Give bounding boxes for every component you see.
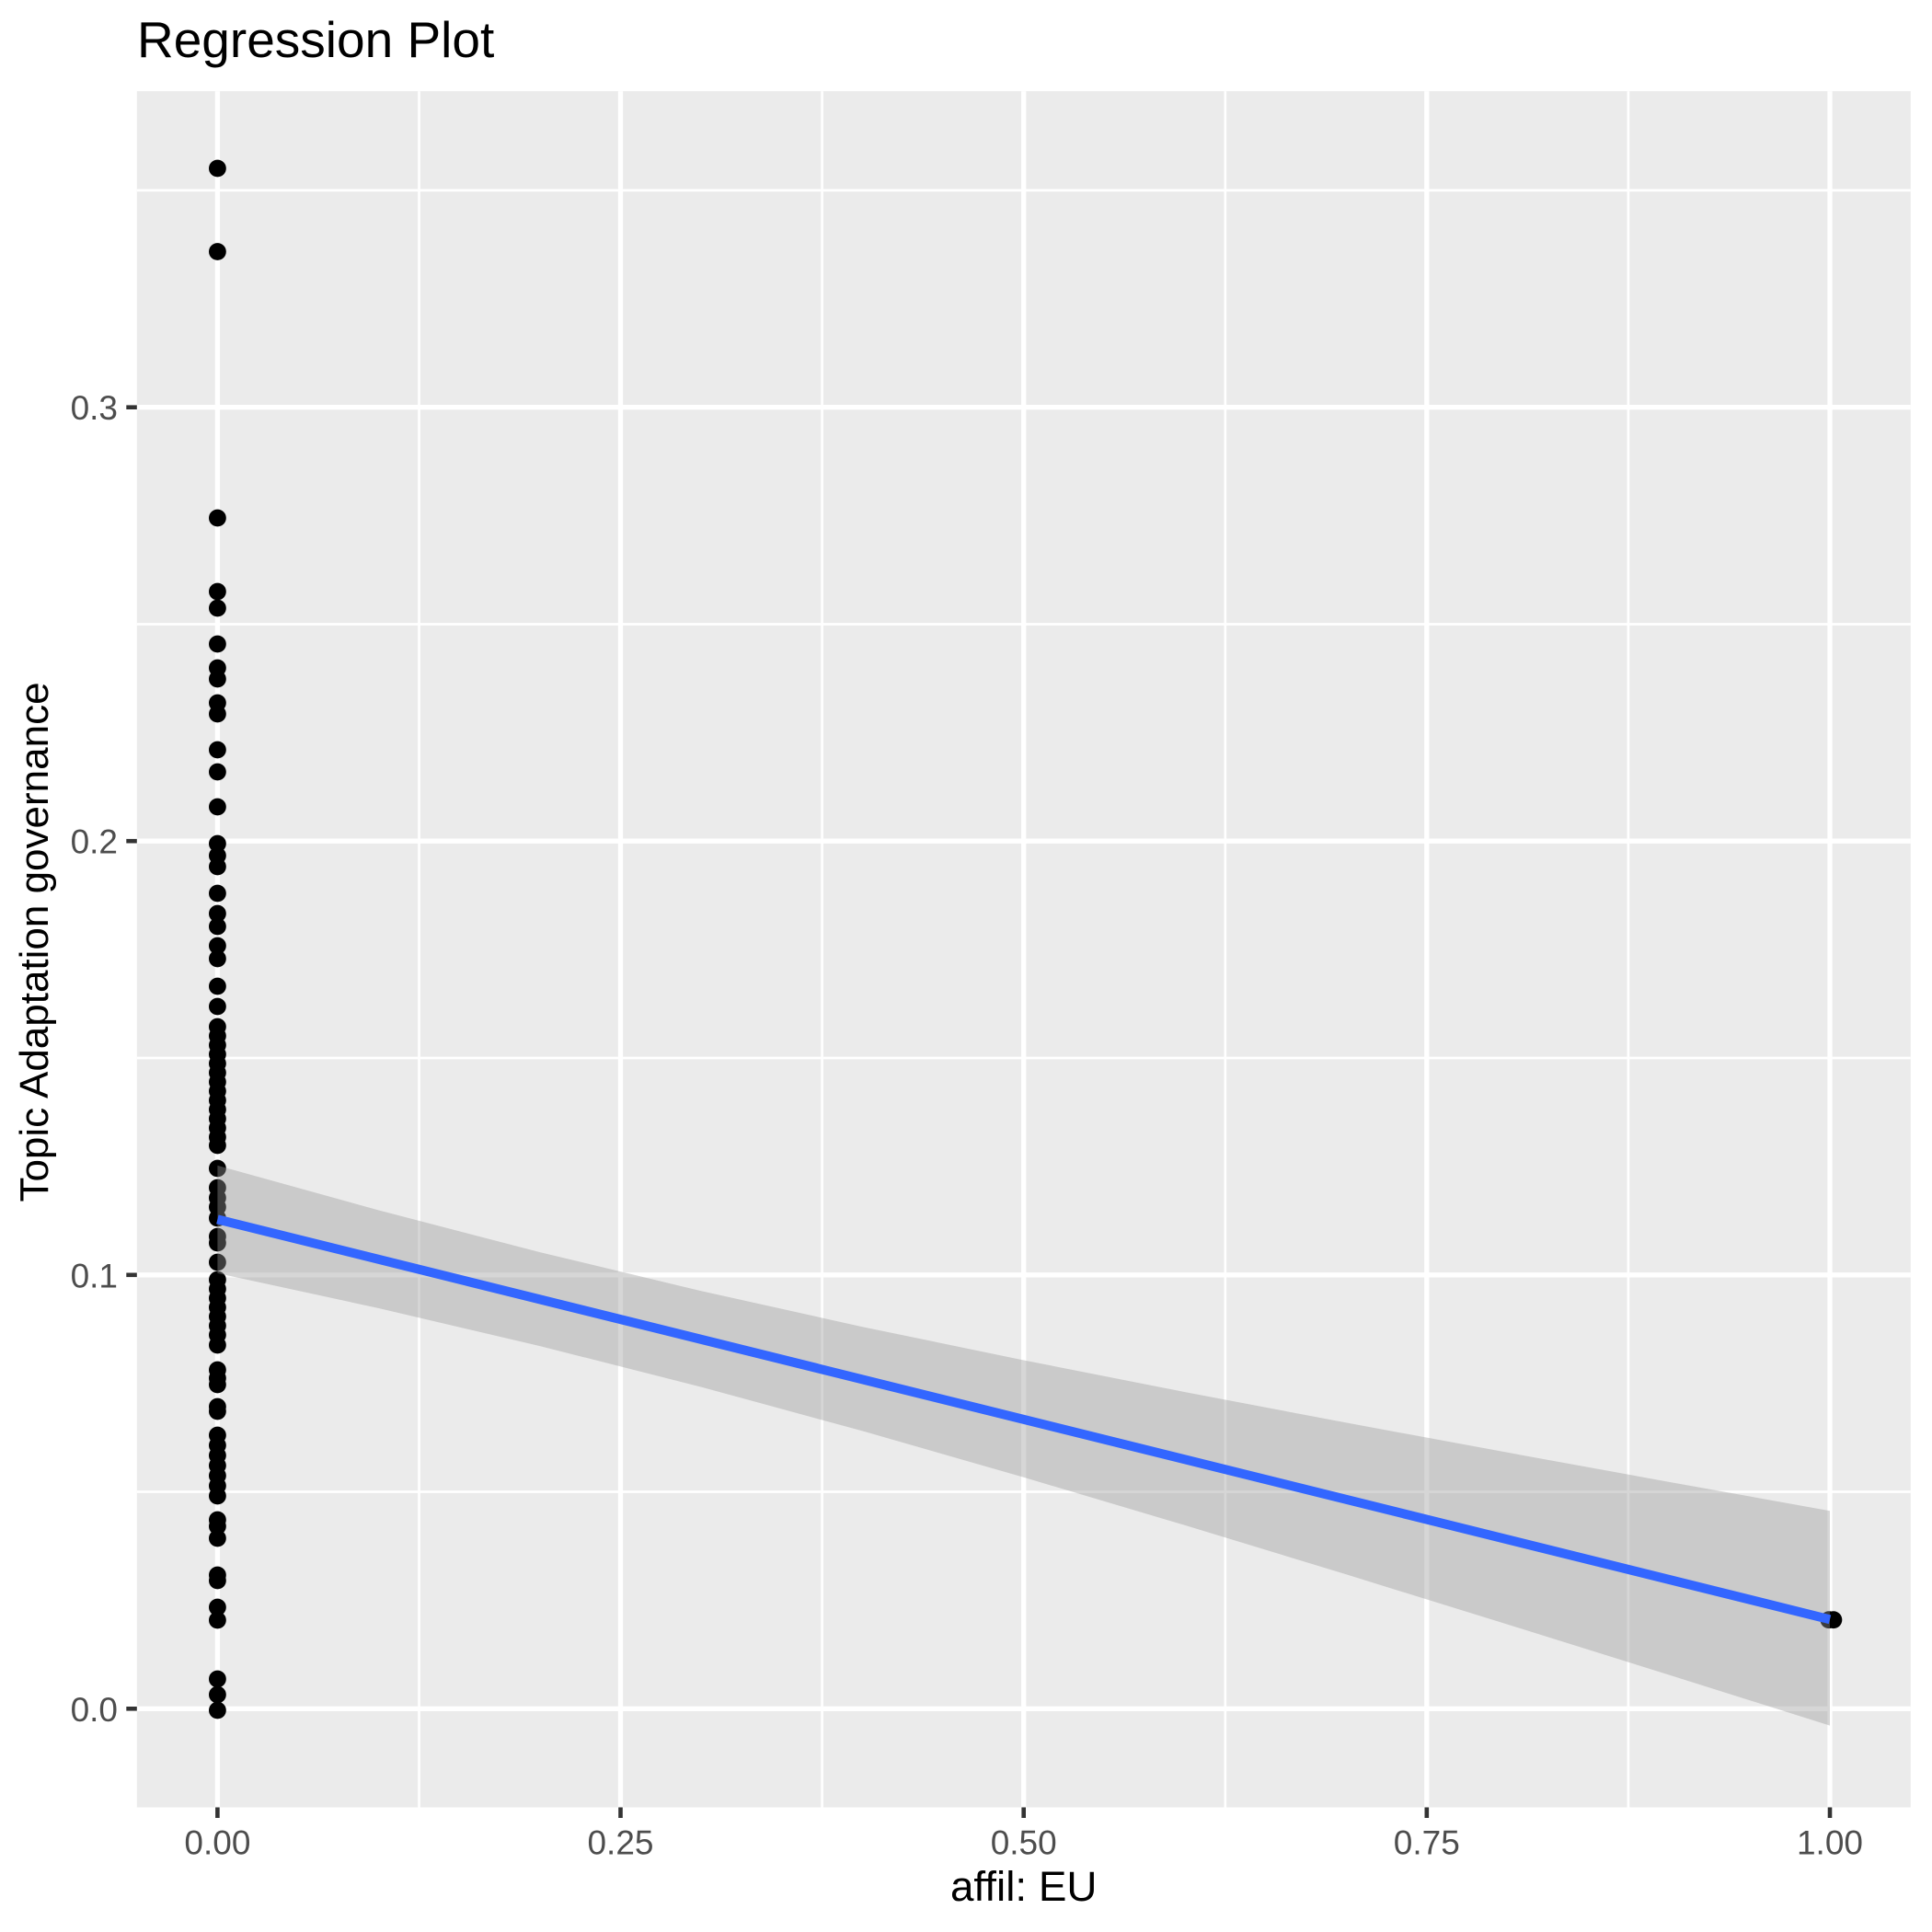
svg-text:0.3: 0.3 bbox=[71, 389, 118, 427]
svg-text:Topic Adaptation governance: Topic Adaptation governance bbox=[12, 682, 57, 1202]
svg-text:0.2: 0.2 bbox=[71, 823, 118, 861]
svg-text:0.75: 0.75 bbox=[1394, 1824, 1460, 1862]
svg-text:0.1: 0.1 bbox=[71, 1257, 118, 1294]
svg-text:1.00: 1.00 bbox=[1797, 1824, 1863, 1862]
svg-text:affil: EU: affil: EU bbox=[950, 1863, 1098, 1910]
svg-text:0.25: 0.25 bbox=[587, 1824, 653, 1862]
svg-text:0.50: 0.50 bbox=[991, 1824, 1057, 1862]
svg-text:0.0: 0.0 bbox=[71, 1691, 118, 1729]
svg-text:Regression Plot: Regression Plot bbox=[137, 11, 494, 68]
svg-text:0.00: 0.00 bbox=[184, 1824, 250, 1862]
